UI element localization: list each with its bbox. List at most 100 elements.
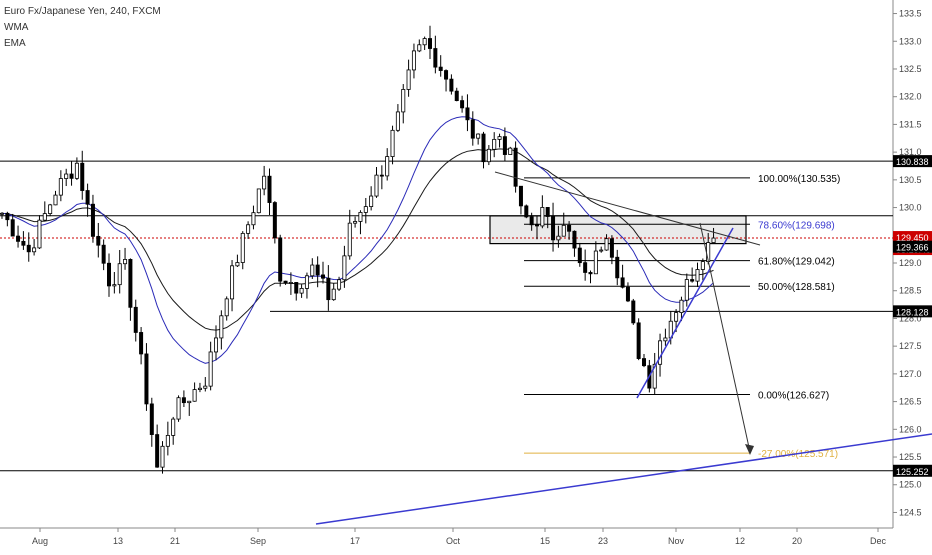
price-tick-label: 124.5 (899, 507, 922, 517)
candle-body (567, 224, 572, 232)
candle-body (679, 299, 684, 313)
time-tick-label: 21 (170, 536, 180, 546)
candle-body (577, 247, 582, 264)
price-tick-label: 127.5 (899, 341, 922, 351)
fib-label: -27.00%(125.571) (758, 449, 838, 460)
price-tick-label: 131.0 (899, 147, 922, 157)
time-tick-label: 12 (735, 536, 745, 546)
candle-body (470, 119, 475, 139)
candle-body (444, 70, 449, 80)
candle-body (251, 212, 256, 226)
candle-body (513, 147, 518, 187)
resistance-zone (489, 215, 747, 245)
candle-body (588, 272, 593, 275)
fib-label: 100.00%(130.535) (758, 174, 840, 185)
candle-body (406, 69, 411, 90)
candle-body (545, 207, 550, 217)
candle-body (385, 156, 390, 177)
candle-body (144, 353, 149, 405)
flag-130838: 130.838 (896, 157, 929, 167)
candle-body (326, 277, 331, 301)
candle-body (476, 133, 481, 139)
candle-body (529, 216, 534, 226)
candle-body (58, 178, 63, 196)
flag-125252-bg (893, 464, 932, 477)
price-tick-label: 132.5 (899, 64, 922, 74)
candle-body (642, 358, 647, 367)
candle-body (69, 173, 74, 179)
candle-body (583, 262, 588, 273)
candle-body (433, 48, 438, 68)
candle-body (21, 240, 26, 246)
candle-body (165, 435, 170, 447)
candle-body (267, 175, 272, 203)
time-tick-label: 13 (113, 536, 123, 546)
candle-body (625, 286, 630, 302)
price-tick-label: 126.5 (899, 397, 922, 407)
time-tick-label: Sep (250, 536, 266, 546)
flag-130838-bg (893, 155, 932, 168)
candle-body (663, 337, 668, 342)
flag-125252: 125.252 (896, 467, 929, 477)
candle-body (320, 274, 325, 279)
candle-body (374, 174, 379, 197)
candle-body (492, 138, 497, 150)
price-tick-label: 125.0 (899, 480, 922, 490)
candle-body (379, 174, 384, 177)
time-tick-label: Oct (446, 536, 461, 546)
candle-body (449, 78, 454, 92)
candle-body (310, 264, 315, 277)
wma-label: WMA (4, 22, 29, 33)
candle-body (160, 445, 165, 468)
candle-body (604, 238, 609, 251)
candle-body (401, 89, 406, 113)
candle-body (235, 262, 240, 267)
candle-body (561, 224, 566, 237)
fib-label: 50.00%(128.581) (758, 282, 835, 293)
candle-body (26, 244, 31, 253)
rising-trendline (636, 227, 734, 399)
candle-body (155, 434, 160, 468)
candle-body (85, 190, 90, 205)
candle-body (64, 173, 69, 179)
price-tick-label: 129.0 (899, 258, 922, 268)
candle-body (213, 337, 218, 353)
candle-body (363, 206, 368, 213)
candle-body (556, 235, 561, 241)
candle-body (369, 195, 374, 207)
candle-body (262, 175, 267, 190)
candle-body (16, 235, 21, 242)
ema-label: EMA (4, 38, 26, 49)
candle-body (299, 288, 304, 294)
candle-body (417, 44, 422, 52)
fib-label: 61.80%(129.042) (758, 257, 835, 268)
price-tick-label: 127.0 (899, 369, 922, 379)
candle-body (481, 133, 486, 163)
candle-body (192, 389, 197, 402)
price-tick-label: 133.0 (899, 36, 922, 46)
chart-legend: Euro Fx/Japanese Yen, 240, FXCM WMA EMA (4, 4, 161, 52)
fib-label: 78.60%(129.698) (758, 220, 835, 231)
candle-body (32, 247, 37, 253)
candle-body (42, 213, 47, 221)
candle-body (695, 269, 700, 282)
time-tick-label: Dec (870, 536, 887, 546)
candle-body (230, 265, 235, 300)
candle-body (315, 264, 320, 276)
candle-body (652, 363, 657, 389)
flag-129366: 129.366 (896, 243, 929, 253)
candle-body (246, 224, 251, 234)
candle-body (551, 216, 556, 241)
candle-body (256, 188, 261, 214)
flag-128128-bg (893, 305, 932, 318)
price-tick-label: 132.0 (899, 92, 922, 102)
candle-body (690, 279, 695, 282)
candle-body (674, 312, 679, 322)
candle-body (283, 280, 288, 284)
candle-body (278, 237, 283, 282)
ema-line (1, 116, 714, 364)
candle-body (112, 284, 117, 287)
price-tick-label: 130.5 (899, 175, 922, 185)
